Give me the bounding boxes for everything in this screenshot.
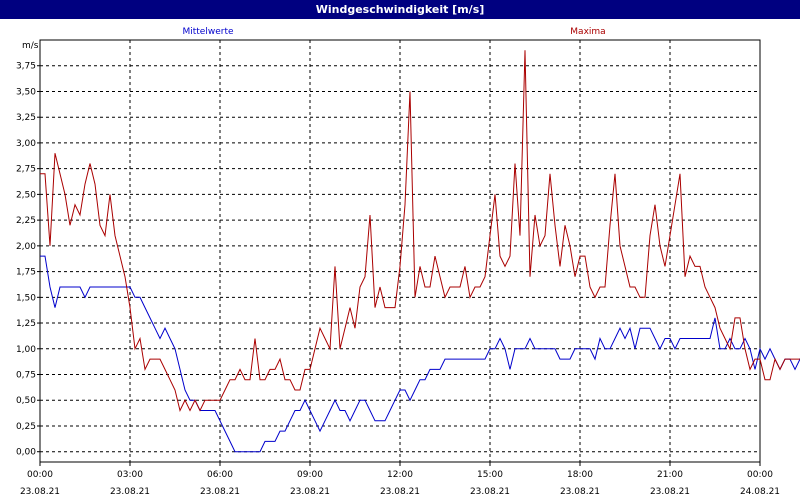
x-tick-time: 21:00 — [657, 470, 683, 480]
x-tick-date: 24.08.21 — [740, 487, 780, 497]
y-tick-label: 0,50 — [16, 396, 36, 406]
wind-speed-chart: 0,00 0,25 0,50 0,75 1,00 1,25 1,50 1,75 2,00 2,25… — [16, 27, 800, 497]
y-tick-label: 2,00 — [16, 242, 36, 252]
y-tick-label: 3,25 — [16, 113, 36, 123]
y-tick-label: 2,50 — [16, 190, 36, 200]
y-tick-label: 1,75 — [16, 268, 36, 278]
y-tick-label: 0,00 — [16, 448, 36, 458]
x-tick-date: 23.08.21 — [470, 487, 510, 497]
x-tick-time: 15:00 — [477, 470, 503, 480]
x-tick-time: 18:00 — [567, 470, 593, 480]
x-tick-time: 06:00 — [207, 470, 233, 480]
x-tick-time: 00:00 — [27, 470, 53, 480]
series-line-maxima — [40, 50, 800, 412]
x-tick-time: 00:00 — [747, 470, 773, 480]
y-axis: 0,00 0,25 0,50 0,75 1,00 1,25 1,50 1,75 2,00 2,25… — [16, 62, 40, 458]
chart-title: Windgeschwindigkeit [m/s] — [0, 0, 800, 19]
x-tick-time: 09:00 — [297, 470, 323, 480]
x-tick-date: 23.08.21 — [200, 487, 240, 497]
y-tick-label: 1,50 — [16, 293, 36, 303]
x-tick-date: 23.08.21 — [290, 487, 330, 497]
x-axis: 00:00 23.08.21 03:00 23.08.21 06:00 23.08.21 0… — [20, 462, 780, 497]
legend-entry-maxima: Maxima — [570, 27, 605, 37]
y-tick-label: 0,75 — [16, 371, 36, 381]
y-tick-label: 2,75 — [16, 165, 36, 175]
x-tick-date: 23.08.21 — [20, 487, 60, 497]
y-tick-label: 3,50 — [16, 87, 36, 97]
x-tick-time: 12:00 — [387, 470, 413, 480]
y-tick-label: 2,25 — [16, 216, 36, 226]
series-line-mittelwerte — [40, 255, 800, 453]
x-tick-date: 23.08.21 — [110, 487, 150, 497]
y-tick-label: 3,75 — [16, 62, 36, 72]
y-tick-label: 1,25 — [16, 319, 36, 329]
x-tick-time: 03:00 — [117, 470, 143, 480]
legend-entry-mittelwerte: Mittelwerte — [182, 27, 233, 37]
legend: Mittelwerte Maxima — [182, 27, 605, 37]
y-tick-label: 1,00 — [16, 345, 36, 355]
y-tick-label: 3,00 — [16, 139, 36, 149]
y-tick-label: 0,25 — [16, 422, 36, 432]
x-tick-date: 23.08.21 — [650, 487, 690, 497]
series-lines — [40, 50, 800, 453]
x-tick-date: 23.08.21 — [560, 487, 600, 497]
x-tick-date: 23.08.21 — [380, 487, 420, 497]
y-axis-label: m/s — [22, 41, 39, 51]
